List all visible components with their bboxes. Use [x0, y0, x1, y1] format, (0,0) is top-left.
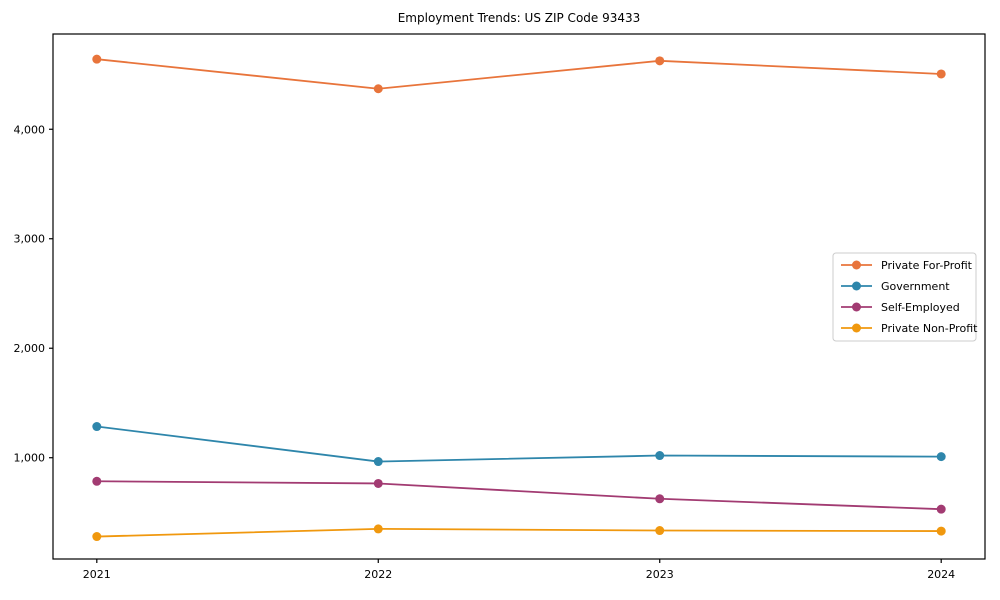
legend-box	[832, 252, 977, 342]
series-line-private-non-profit	[96, 527, 942, 538]
y-tick-label: 2,000	[14, 342, 46, 355]
y-tick-label: 3,000	[14, 233, 46, 246]
data-point-self-employed-2021	[92, 476, 102, 486]
data-point-self-employed-2023	[655, 494, 665, 504]
series-line-self-employed	[96, 480, 942, 511]
data-point-government-2022	[373, 457, 383, 467]
data-point-private-for-profit-2024	[936, 69, 946, 79]
x-tick-label: 2023	[646, 568, 674, 581]
plot-border	[52, 33, 986, 560]
data-point-private-non-profit-2024	[936, 526, 946, 536]
data-point-government-2023	[655, 451, 665, 461]
data-point-private-for-profit-2022	[373, 84, 383, 94]
legend-label-self-employed: Self-Employed	[881, 301, 960, 314]
x-tick-label: 2021	[83, 568, 111, 581]
data-point-private-non-profit-2022	[373, 524, 383, 534]
data-point-private-for-profit-2023	[655, 56, 665, 66]
legend-label-private-non-profit: Private Non-Profit	[881, 322, 978, 335]
data-point-private-for-profit-2021	[92, 54, 102, 64]
series-line-government	[96, 425, 942, 463]
data-point-private-non-profit-2021	[92, 532, 102, 542]
legend-label-government: Government	[881, 280, 950, 293]
data-point-self-employed-2022	[373, 478, 383, 488]
legend-label-private-for-profit: Private For-Profit	[881, 259, 973, 272]
x-tick-label: 2024	[927, 568, 955, 581]
chart-title: Employment Trends: US ZIP Code 93433	[397, 11, 641, 25]
series-line-private-for-profit	[96, 58, 942, 90]
data-point-government-2021	[92, 422, 102, 432]
legend-marker-self-employed	[852, 302, 861, 312]
data-point-government-2024	[936, 452, 946, 462]
data-point-self-employed-2024	[936, 504, 946, 514]
data-point-private-non-profit-2023	[655, 526, 665, 536]
legend-marker-private-for-profit	[852, 260, 861, 270]
legend-marker-government	[852, 281, 861, 291]
x-tick-label: 2022	[364, 568, 392, 581]
y-tick-label: 4,000	[14, 123, 46, 136]
legend-marker-private-non-profit	[852, 323, 861, 333]
y-tick-label: 1,000	[14, 452, 46, 465]
